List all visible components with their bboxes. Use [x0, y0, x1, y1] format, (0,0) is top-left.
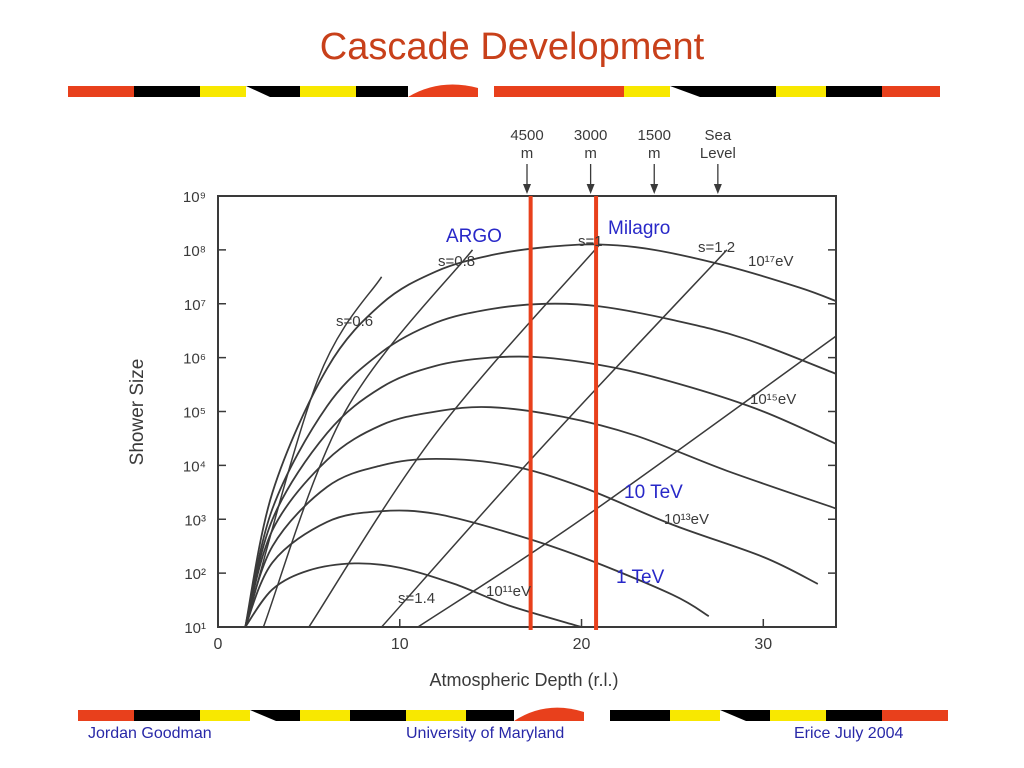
age-line: [417, 335, 837, 628]
header-stripe: [68, 84, 940, 97]
altitude-unit: Level: [700, 145, 736, 162]
age-line: [381, 249, 728, 628]
altitude-arrowhead: [586, 184, 595, 194]
milagro-label: Milagro: [608, 218, 670, 239]
age-line: [244, 276, 383, 628]
altitude-arrowhead: [523, 184, 531, 194]
altitude-label: Sea: [705, 127, 732, 144]
curve-labels: 10¹¹eV 10¹³eV 10¹⁵eV 10¹⁷eV s=0.6 s=0.8 s=1 s=1…: [336, 218, 796, 607]
energy-curve: [244, 355, 837, 628]
x-tick-label: 0: [214, 636, 223, 653]
altitude-unit: m: [584, 145, 597, 162]
x-axis-label: Atmospheric Depth (r.l.): [429, 670, 618, 690]
annotation-1tev: 1 TeV: [616, 567, 665, 588]
x-tick-label: 20: [573, 636, 591, 653]
slide-title: Cascade Development: [319, 26, 705, 68]
energy-curve: [244, 509, 710, 628]
altitude-label: 1500: [638, 127, 671, 144]
y-tick-label: 10⁵: [183, 405, 206, 422]
energy-curve: [244, 243, 837, 628]
age-label: s=1: [578, 233, 603, 250]
energy-curves: [244, 243, 837, 628]
tick-labels: 10¹ 10² 10³ 10⁴ 10⁵ 10⁶ 10⁷ 10⁸ 10⁹ 0 10 20 30 Atmosp…: [127, 189, 836, 690]
footer-institution: University of Maryland: [406, 725, 565, 742]
energy-label: 10¹³eV: [664, 511, 709, 528]
energy-label: 10¹¹eV: [486, 583, 531, 600]
y-tick-label: 10⁷: [184, 297, 206, 314]
x-tick-label: 30: [754, 636, 772, 653]
footer-stripe: [78, 707, 948, 721]
footer-event: Erice July 2004: [794, 725, 904, 742]
age-lines: [244, 244, 837, 628]
age-label: s=1.2: [698, 239, 735, 256]
annotation-10tev: 10 TeV: [624, 482, 683, 503]
energy-curve: [244, 562, 582, 628]
energy-curve: [244, 302, 837, 628]
age-line: [308, 244, 601, 628]
altitude-arrowhead: [713, 184, 722, 194]
altitude-label: 3000: [574, 127, 607, 144]
age-label: s=1.4: [398, 590, 435, 607]
altitude-unit: m: [648, 145, 661, 162]
y-tick-label: 10⁹: [183, 189, 206, 206]
age-label: s=0.6: [336, 313, 373, 330]
footer-author: Jordan Goodman: [88, 725, 212, 742]
altitude-unit: m: [521, 145, 534, 162]
y-tick-label: 10²: [184, 566, 206, 583]
energy-curve: [244, 406, 837, 628]
energy-label: 10¹⁵eV: [750, 391, 796, 408]
y-tick-label: 10⁸: [183, 243, 206, 260]
altitude-label: 4500: [510, 127, 543, 144]
altitude-arrowhead: [650, 184, 659, 194]
y-tick-label: 10¹: [184, 620, 206, 637]
argo-label: ARGO: [446, 226, 502, 247]
age-line: [262, 249, 474, 628]
detector-lines: [528, 196, 599, 630]
y-tick-label: 10⁴: [183, 458, 206, 475]
energy-curve: [244, 457, 819, 628]
age-label: s=0.8: [438, 253, 475, 270]
y-tick-label: 10⁶: [183, 351, 206, 368]
energy-label: 10¹⁷eV: [748, 253, 793, 270]
y-axis-label: Shower Size: [127, 359, 148, 466]
x-tick-label: 10: [391, 636, 409, 653]
y-tick-label: 10³: [184, 512, 206, 529]
